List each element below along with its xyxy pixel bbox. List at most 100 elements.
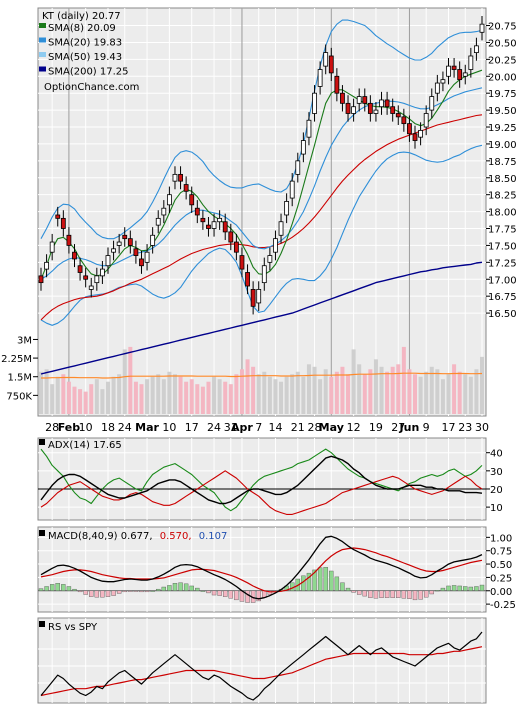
volume-bar [413, 374, 418, 414]
volume-bar [89, 384, 94, 414]
macd-hist-value: 0.107 [199, 531, 228, 542]
macd-histogram-bar [317, 567, 323, 591]
macd-histogram-bar [373, 590, 379, 599]
date-tick-label: 19 [369, 421, 383, 434]
volume-bar [284, 376, 289, 414]
volume-bar [161, 379, 166, 414]
adx-panel: 10 20 30 40 ADX(14) 17.65 [37, 437, 503, 521]
legend-swatch [39, 37, 46, 43]
volume-bar [61, 374, 66, 414]
volume-tick-label: 2.25M [1, 354, 32, 365]
macd-histogram-bar [72, 588, 77, 591]
candle-up [49, 241, 55, 253]
macd-histogram-bar [368, 590, 373, 598]
candle-down [60, 217, 66, 229]
volume-bar [373, 359, 378, 414]
candle-down [194, 207, 200, 216]
price-tick-label: 18.50 [488, 174, 517, 185]
candle-down [178, 173, 183, 182]
macd-histogram-bar [228, 590, 233, 599]
candle-down [367, 102, 373, 114]
macd-histogram-bar [49, 584, 55, 591]
candle-up [256, 289, 262, 304]
volume-bar [329, 376, 334, 414]
bollinger-lower-line [40, 144, 483, 326]
price-tick-label: 20.50 [488, 38, 517, 49]
volume-bar [195, 384, 200, 414]
date-tick-label: 10 [79, 421, 93, 434]
adx-line [40, 455, 483, 505]
date-tick-label: 23 [458, 421, 472, 434]
candle-up [418, 130, 423, 138]
volume-bar [167, 371, 172, 414]
adx-tick-label: 20 [490, 485, 503, 496]
macd-histogram-bar [234, 590, 239, 601]
candle-down [328, 55, 334, 74]
price-tick-label: 18.00 [488, 208, 517, 219]
macd-histogram-bar [323, 567, 328, 591]
candle-down [457, 69, 463, 81]
candle-up [211, 221, 217, 229]
volume-bar [346, 374, 351, 414]
price-tick-label: 17.75 [488, 225, 517, 236]
macd-legend: MACD(8,40,9) 0.677, 0.570, 0.107 [39, 530, 227, 542]
macd-histogram-bar [345, 587, 351, 591]
macd-histogram-bar [128, 590, 133, 592]
candle-up [94, 275, 100, 284]
volume-bar [457, 371, 462, 414]
macd-histogram-bar [468, 586, 474, 591]
volume-bar [133, 381, 138, 414]
date-tick-label: 7 [255, 421, 262, 434]
macd-histogram-bar [111, 590, 116, 596]
macd-histogram-bar [116, 590, 122, 594]
volume-bar [234, 374, 239, 414]
volume-bar [251, 366, 256, 414]
volume-bar [105, 381, 110, 414]
rs-line [40, 631, 483, 701]
candle-down [122, 234, 128, 240]
legend-swatch [39, 23, 46, 28]
macd-histogram-bar [150, 590, 155, 592]
volume-bar [295, 371, 300, 414]
candle-up [429, 96, 435, 111]
macd-histogram-bar [206, 590, 211, 594]
candle-up [172, 173, 178, 182]
chart-title: KT (daily) 20.77 [42, 11, 121, 22]
volume-bar [55, 376, 60, 414]
candle-down [395, 113, 401, 118]
volume-bar [306, 364, 311, 414]
candle-down [66, 234, 72, 246]
candle-up [278, 221, 284, 236]
volume-bar [357, 364, 362, 414]
volume-bar [184, 381, 189, 414]
date-tick-label: 21 [291, 421, 305, 434]
volume-bar [340, 366, 345, 414]
volume-bar [78, 389, 83, 414]
volume-bar [468, 376, 473, 414]
macd-histogram-bar [223, 590, 228, 597]
price-tick-label: 20.75 [488, 22, 517, 33]
candle-up [150, 234, 156, 246]
candle-up [100, 268, 105, 277]
date-tick-label: 18 [101, 421, 115, 434]
date-tick-label: 28 [45, 421, 59, 434]
price-tick-label: 20.00 [488, 72, 517, 83]
macd-tick-label: 0.75 [490, 547, 512, 558]
candle-down [362, 96, 368, 104]
volume-bar [435, 369, 440, 414]
macd-tick-label: 0.50 [490, 560, 512, 571]
volume-bar [239, 369, 244, 414]
macd-histogram-bar [211, 590, 217, 596]
candle-up [144, 251, 150, 263]
volume-bar [318, 379, 323, 414]
candle-up [295, 160, 301, 175]
macd-histogram-bar [161, 586, 167, 591]
volume-bar [189, 379, 194, 414]
volume-bar [474, 369, 479, 414]
date-tick-label: Jun [399, 421, 420, 434]
volume-bar [39, 371, 43, 414]
candle-up [116, 241, 122, 246]
volume-bar [217, 379, 222, 414]
macd-histogram-bar [463, 586, 468, 591]
candle-down [250, 289, 256, 307]
